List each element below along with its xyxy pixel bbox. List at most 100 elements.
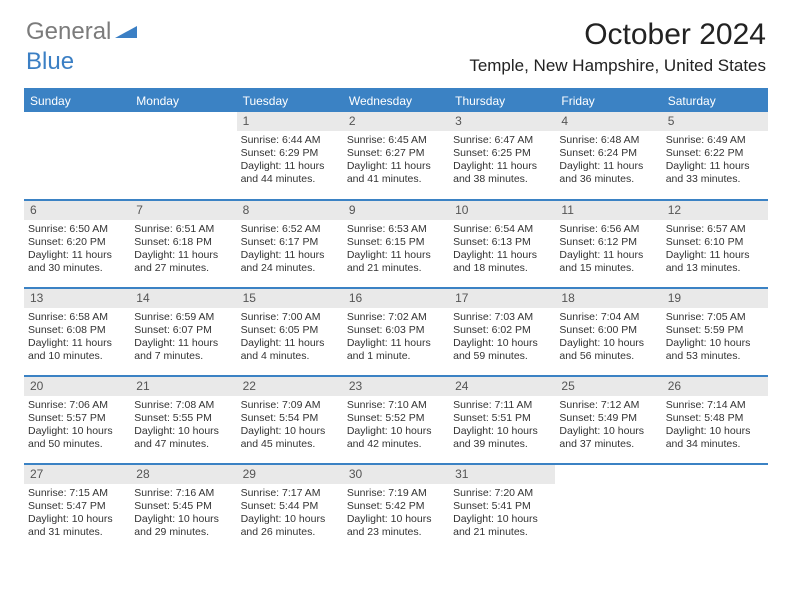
day-cell: 3Sunrise: 6:47 AMSunset: 6:25 PMDaylight… xyxy=(449,112,555,200)
day-body: Sunrise: 6:58 AMSunset: 6:08 PMDaylight:… xyxy=(24,308,130,366)
empty-cell xyxy=(24,112,130,200)
day-number: 13 xyxy=(24,289,130,308)
day-cell: 9Sunrise: 6:53 AMSunset: 6:15 PMDaylight… xyxy=(343,200,449,288)
sunset-text: Sunset: 5:52 PM xyxy=(347,412,445,425)
sunrise-text: Sunrise: 7:09 AM xyxy=(241,399,339,412)
daylight-text: Daylight: 10 hours and 29 minutes. xyxy=(134,513,232,539)
day-body: Sunrise: 7:10 AMSunset: 5:52 PMDaylight:… xyxy=(343,396,449,454)
sunrise-text: Sunrise: 6:52 AM xyxy=(241,223,339,236)
day-body: Sunrise: 7:12 AMSunset: 5:49 PMDaylight:… xyxy=(555,396,661,454)
day-number: 21 xyxy=(130,377,236,396)
sunset-text: Sunset: 5:48 PM xyxy=(666,412,764,425)
day-number: 18 xyxy=(555,289,661,308)
day-body: Sunrise: 7:05 AMSunset: 5:59 PMDaylight:… xyxy=(662,308,768,366)
daylight-text: Daylight: 11 hours and 4 minutes. xyxy=(241,337,339,363)
daylight-text: Daylight: 11 hours and 10 minutes. xyxy=(28,337,126,363)
title-block: October 2024 Temple, New Hampshire, Unit… xyxy=(469,18,766,76)
daylight-text: Daylight: 11 hours and 30 minutes. xyxy=(28,249,126,275)
page-header: General October 2024 Temple, New Hampshi… xyxy=(0,0,792,82)
dayhead-tue: Tuesday xyxy=(237,89,343,112)
empty-cell xyxy=(555,464,661,552)
daylight-text: Daylight: 10 hours and 50 minutes. xyxy=(28,425,126,451)
day-body: Sunrise: 7:15 AMSunset: 5:47 PMDaylight:… xyxy=(24,484,130,542)
daylight-text: Daylight: 11 hours and 36 minutes. xyxy=(559,160,657,186)
calendar-row: 27Sunrise: 7:15 AMSunset: 5:47 PMDayligh… xyxy=(24,464,768,552)
dayhead-fri: Friday xyxy=(555,89,661,112)
daylight-text: Daylight: 11 hours and 38 minutes. xyxy=(453,160,551,186)
sunrise-text: Sunrise: 7:06 AM xyxy=(28,399,126,412)
day-number: 2 xyxy=(343,112,449,131)
sunrise-text: Sunrise: 6:53 AM xyxy=(347,223,445,236)
daylight-text: Daylight: 11 hours and 1 minute. xyxy=(347,337,445,363)
daylight-text: Daylight: 10 hours and 47 minutes. xyxy=(134,425,232,451)
day-number: 10 xyxy=(449,201,555,220)
dayhead-sat: Saturday xyxy=(662,89,768,112)
daylight-text: Daylight: 10 hours and 34 minutes. xyxy=(666,425,764,451)
day-cell: 21Sunrise: 7:08 AMSunset: 5:55 PMDayligh… xyxy=(130,376,236,464)
sunrise-text: Sunrise: 7:08 AM xyxy=(134,399,232,412)
sunset-text: Sunset: 6:08 PM xyxy=(28,324,126,337)
day-cell: 31Sunrise: 7:20 AMSunset: 5:41 PMDayligh… xyxy=(449,464,555,552)
day-body: Sunrise: 6:47 AMSunset: 6:25 PMDaylight:… xyxy=(449,131,555,189)
sunset-text: Sunset: 6:03 PM xyxy=(347,324,445,337)
sunset-text: Sunset: 6:17 PM xyxy=(241,236,339,249)
day-number: 31 xyxy=(449,465,555,484)
sunset-text: Sunset: 6:15 PM xyxy=(347,236,445,249)
day-cell: 18Sunrise: 7:04 AMSunset: 6:00 PMDayligh… xyxy=(555,288,661,376)
day-body: Sunrise: 7:17 AMSunset: 5:44 PMDaylight:… xyxy=(237,484,343,542)
sunset-text: Sunset: 6:25 PM xyxy=(453,147,551,160)
sunrise-text: Sunrise: 6:57 AM xyxy=(666,223,764,236)
day-cell: 15Sunrise: 7:00 AMSunset: 6:05 PMDayligh… xyxy=(237,288,343,376)
daylight-text: Daylight: 11 hours and 24 minutes. xyxy=(241,249,339,275)
day-number: 12 xyxy=(662,201,768,220)
sunrise-text: Sunrise: 6:58 AM xyxy=(28,311,126,324)
daylight-text: Daylight: 10 hours and 26 minutes. xyxy=(241,513,339,539)
logo-triangle-icon xyxy=(115,22,137,43)
sunrise-text: Sunrise: 7:11 AM xyxy=(453,399,551,412)
daylight-text: Daylight: 10 hours and 31 minutes. xyxy=(28,513,126,539)
sunrise-text: Sunrise: 7:04 AM xyxy=(559,311,657,324)
sunrise-text: Sunrise: 6:50 AM xyxy=(28,223,126,236)
day-body: Sunrise: 6:53 AMSunset: 6:15 PMDaylight:… xyxy=(343,220,449,278)
logo-text-blue: Blue xyxy=(26,48,74,76)
daylight-text: Daylight: 11 hours and 7 minutes. xyxy=(134,337,232,363)
day-cell: 11Sunrise: 6:56 AMSunset: 6:12 PMDayligh… xyxy=(555,200,661,288)
day-number: 5 xyxy=(662,112,768,131)
sunset-text: Sunset: 6:27 PM xyxy=(347,147,445,160)
sunset-text: Sunset: 6:05 PM xyxy=(241,324,339,337)
day-cell: 17Sunrise: 7:03 AMSunset: 6:02 PMDayligh… xyxy=(449,288,555,376)
day-body: Sunrise: 7:03 AMSunset: 6:02 PMDaylight:… xyxy=(449,308,555,366)
sunset-text: Sunset: 5:47 PM xyxy=(28,500,126,513)
day-number: 6 xyxy=(24,201,130,220)
dayhead-sun: Sunday xyxy=(24,89,130,112)
sunrise-text: Sunrise: 7:12 AM xyxy=(559,399,657,412)
day-number: 26 xyxy=(662,377,768,396)
day-number: 28 xyxy=(130,465,236,484)
sunset-text: Sunset: 5:42 PM xyxy=(347,500,445,513)
day-cell: 25Sunrise: 7:12 AMSunset: 5:49 PMDayligh… xyxy=(555,376,661,464)
day-body: Sunrise: 6:49 AMSunset: 6:22 PMDaylight:… xyxy=(662,131,768,189)
sunrise-text: Sunrise: 7:03 AM xyxy=(453,311,551,324)
daylight-text: Daylight: 11 hours and 44 minutes. xyxy=(241,160,339,186)
day-number: 29 xyxy=(237,465,343,484)
day-number: 17 xyxy=(449,289,555,308)
day-body: Sunrise: 7:20 AMSunset: 5:41 PMDaylight:… xyxy=(449,484,555,542)
sunrise-text: Sunrise: 6:51 AM xyxy=(134,223,232,236)
sunrise-text: Sunrise: 7:20 AM xyxy=(453,487,551,500)
day-body: Sunrise: 7:09 AMSunset: 5:54 PMDaylight:… xyxy=(237,396,343,454)
calendar-row: 1Sunrise: 6:44 AMSunset: 6:29 PMDaylight… xyxy=(24,112,768,200)
sunset-text: Sunset: 6:10 PM xyxy=(666,236,764,249)
sunset-text: Sunset: 6:20 PM xyxy=(28,236,126,249)
sunset-text: Sunset: 6:13 PM xyxy=(453,236,551,249)
day-number: 16 xyxy=(343,289,449,308)
day-cell: 30Sunrise: 7:19 AMSunset: 5:42 PMDayligh… xyxy=(343,464,449,552)
day-body: Sunrise: 7:11 AMSunset: 5:51 PMDaylight:… xyxy=(449,396,555,454)
day-cell: 28Sunrise: 7:16 AMSunset: 5:45 PMDayligh… xyxy=(130,464,236,552)
day-body: Sunrise: 7:04 AMSunset: 6:00 PMDaylight:… xyxy=(555,308,661,366)
sunset-text: Sunset: 6:07 PM xyxy=(134,324,232,337)
sunrise-text: Sunrise: 7:17 AM xyxy=(241,487,339,500)
sunset-text: Sunset: 5:57 PM xyxy=(28,412,126,425)
daylight-text: Daylight: 11 hours and 21 minutes. xyxy=(347,249,445,275)
day-number: 23 xyxy=(343,377,449,396)
day-number: 19 xyxy=(662,289,768,308)
